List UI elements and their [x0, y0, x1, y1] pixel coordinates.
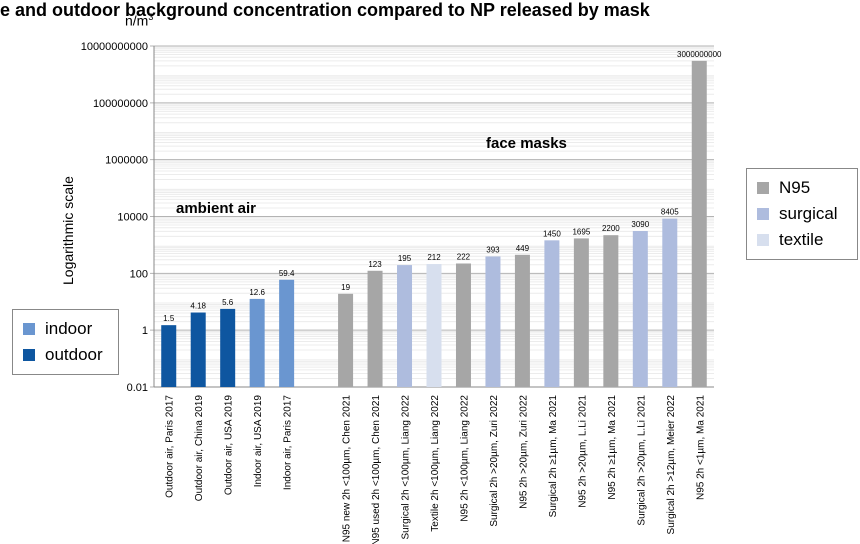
- legend-item-indoor: indoor: [23, 316, 108, 342]
- data-label: 1695: [572, 227, 590, 236]
- x-tick-label: Surgical 2h ≥1µm, Ma 2021: [548, 395, 559, 518]
- face-masks-annotation: face masks: [486, 135, 567, 152]
- mask-legend: N95 surgical textile: [746, 168, 858, 260]
- bar: [485, 256, 501, 387]
- y-tick-label: 100: [130, 268, 148, 280]
- x-tick-label: N95 used 2h <100µm, Chen 2021: [371, 395, 382, 544]
- bar: [279, 279, 295, 387]
- legend-swatch-textile: [757, 234, 769, 246]
- bar: [662, 218, 678, 387]
- chart-title: e and outdoor background concentration c…: [0, 0, 650, 20]
- data-label: 393: [486, 245, 500, 254]
- legend-item-surgical: surgical: [757, 201, 847, 227]
- data-label: 1.5: [163, 314, 175, 323]
- bar: [514, 254, 530, 387]
- y-tick-label: 1000000: [105, 155, 148, 167]
- x-tick-label: N95 2h <100µm, Liang 2022: [459, 395, 470, 522]
- legend-label-outdoor: outdoor: [45, 345, 103, 364]
- data-label: 8405: [661, 208, 679, 217]
- data-label: 5.6: [222, 298, 234, 307]
- legend-label-n95: N95: [779, 178, 811, 197]
- data-label: 212: [427, 253, 441, 262]
- x-tick-label: N95 new 2h <100µm, Chen 2021: [342, 395, 353, 543]
- data-label: 222: [457, 252, 471, 261]
- bar: [397, 265, 413, 387]
- bar: [426, 264, 442, 387]
- bar: [544, 240, 560, 387]
- x-tick-label: Textile 2h <100µm, Liang 2022: [430, 395, 441, 532]
- bar: [220, 308, 236, 387]
- legend-swatch-outdoor: [23, 349, 35, 361]
- y-tick-label: 10000000000: [81, 41, 148, 53]
- x-tick-label: Surgical 2h >20µm, L.Li 2021: [636, 395, 647, 526]
- bar: [632, 230, 648, 387]
- y-tick-label: 0.01: [127, 382, 148, 394]
- data-label: 1450: [543, 229, 561, 238]
- data-label: 195: [398, 254, 412, 263]
- bar: [573, 238, 589, 387]
- data-label: 2200: [602, 224, 620, 233]
- bar: [603, 235, 619, 387]
- y-tick-label: 100000000: [93, 98, 148, 110]
- unit-label: n/m3: [125, 12, 154, 29]
- legend-swatch-surgical: [757, 208, 769, 220]
- data-label: 123: [368, 260, 382, 269]
- bar: [338, 293, 354, 387]
- y-tick-label: 1: [142, 325, 148, 337]
- source-legend: indoor outdoor: [12, 309, 119, 375]
- legend-label-textile: textile: [779, 230, 824, 249]
- x-tick-label: N95 2h ≥1µm, Ma 2021: [607, 395, 618, 500]
- x-tick-label: N95 2h >20µm, Zuri 2022: [518, 395, 529, 509]
- legend-label-indoor: indoor: [45, 319, 93, 338]
- ambient-air-annotation: ambient air: [176, 200, 257, 217]
- legend-swatch-indoor: [23, 323, 35, 335]
- legend-item-textile: textile: [757, 227, 847, 253]
- data-label: 19: [341, 283, 350, 292]
- data-label: 3000000000: [677, 50, 722, 59]
- bar: [249, 298, 265, 387]
- bar: [455, 263, 471, 387]
- bar: [190, 312, 206, 387]
- x-tick-label: Indoor air, Paris 2017: [283, 395, 294, 490]
- x-tick-label: Indoor air, USA 2019: [253, 395, 264, 488]
- data-label: 449: [516, 244, 530, 253]
- legend-swatch-n95: [757, 182, 769, 194]
- data-label: 12.6: [249, 288, 265, 297]
- data-label: 59.4: [279, 269, 295, 278]
- x-tick-label: Surgical 2h <100µm, Liang 2022: [401, 395, 412, 540]
- bar: [367, 270, 383, 387]
- x-tick-label: N95 2h >20µm, L.Li 2021: [577, 395, 588, 508]
- x-tick-label: Outdoor air, China 2019: [194, 395, 205, 502]
- x-tick-label: Surgical 2h >12µm, Meier 2022: [666, 395, 677, 535]
- x-tick-label: Outdoor air, Paris 2017: [165, 395, 176, 498]
- x-tick-label: N95 2h <1µm, Ma 2021: [695, 395, 706, 500]
- x-tick-label: Surgical 2h >20µm, Zuri 2022: [489, 395, 500, 527]
- legend-item-outdoor: outdoor: [23, 342, 108, 368]
- legend-label-surgical: surgical: [779, 204, 838, 223]
- x-tick-label: Outdoor air, USA 2019: [224, 395, 235, 496]
- data-label: 4.18: [190, 302, 206, 311]
- bar: [161, 325, 177, 387]
- legend-item-n95: N95: [757, 175, 847, 201]
- y-tick-label: 10000: [117, 212, 148, 224]
- bar: [691, 60, 707, 388]
- data-label: 3090: [631, 220, 649, 229]
